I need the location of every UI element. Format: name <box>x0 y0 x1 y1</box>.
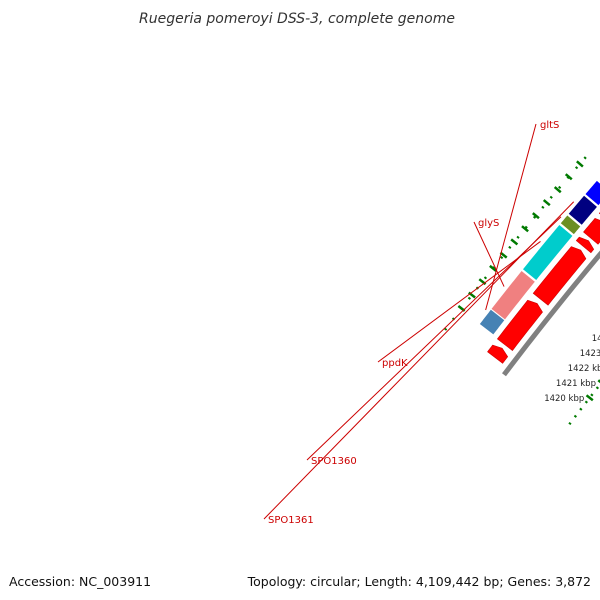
gene-label-leader <box>473 221 505 287</box>
outer-tick <box>531 212 540 220</box>
ruler-major-tick <box>597 379 600 384</box>
outer-tick <box>521 225 529 233</box>
outer-tick <box>468 291 476 299</box>
gene-label-leader <box>263 201 575 520</box>
outer-tick <box>489 264 497 272</box>
reverse-strand-features <box>479 180 600 335</box>
genome-backbone <box>502 250 600 377</box>
map-title: Ruegeria pomeroyi DSS-3, complete genome <box>139 11 455 27</box>
ruler-tick-label: 1421 kbp <box>556 379 596 389</box>
ruler-dotted-arc <box>568 382 600 426</box>
ruler-major-tick <box>585 394 594 402</box>
gene-spo1361-feature <box>568 195 597 225</box>
forward-cds-arrow <box>496 299 543 351</box>
topology-text: Topology: circular; Length: 4,109,442 bp… <box>247 574 591 589</box>
gene-label-spo1361: SPO1361 <box>268 515 314 526</box>
forward-cds-arrow <box>575 236 595 254</box>
forward-strand-features <box>487 212 600 364</box>
backbone-line <box>502 250 600 377</box>
gene-labels: gltS glyS ppdK SPO1360 SPO1361 <box>263 120 575 526</box>
forward-cds-arrow <box>583 218 600 245</box>
gene-spo1360-feature <box>560 215 581 235</box>
ruler-tick-label: 1423 kbp <box>580 349 600 359</box>
gene-label-leader <box>377 241 541 363</box>
gene-label-spo1360: SPO1360 <box>311 456 357 467</box>
ruler-tick-label: 1422 kbp <box>568 364 600 374</box>
forward-cds-arrow <box>532 246 587 306</box>
gene-glys-feature <box>491 271 535 320</box>
footer-left-backdrop <box>4 571 144 591</box>
outer-tick <box>576 160 584 168</box>
outer-tick <box>499 251 508 259</box>
outer-tick <box>510 238 519 246</box>
outer-tick <box>553 186 562 194</box>
forward-cds-arrow <box>487 344 509 364</box>
gene-ppdk-feature <box>523 224 573 280</box>
outer-tick <box>542 199 551 207</box>
outer-tick <box>564 173 573 181</box>
gene-label-leader <box>485 123 537 311</box>
gene-glts-feature <box>479 309 505 335</box>
ruler-tick-label: 1424 kbp <box>592 334 600 344</box>
gene-label-glys: glyS <box>478 218 499 229</box>
gene-label-ppdk: ppdK <box>382 358 408 369</box>
ruler-tick-label: 1420 kbp <box>544 394 584 404</box>
accession-text: Accession: NC_003911 <box>9 574 151 589</box>
gene-label-glts: gltS <box>540 120 559 131</box>
gene-unnamed-feature <box>585 180 600 206</box>
gene-label-leader <box>306 216 562 461</box>
